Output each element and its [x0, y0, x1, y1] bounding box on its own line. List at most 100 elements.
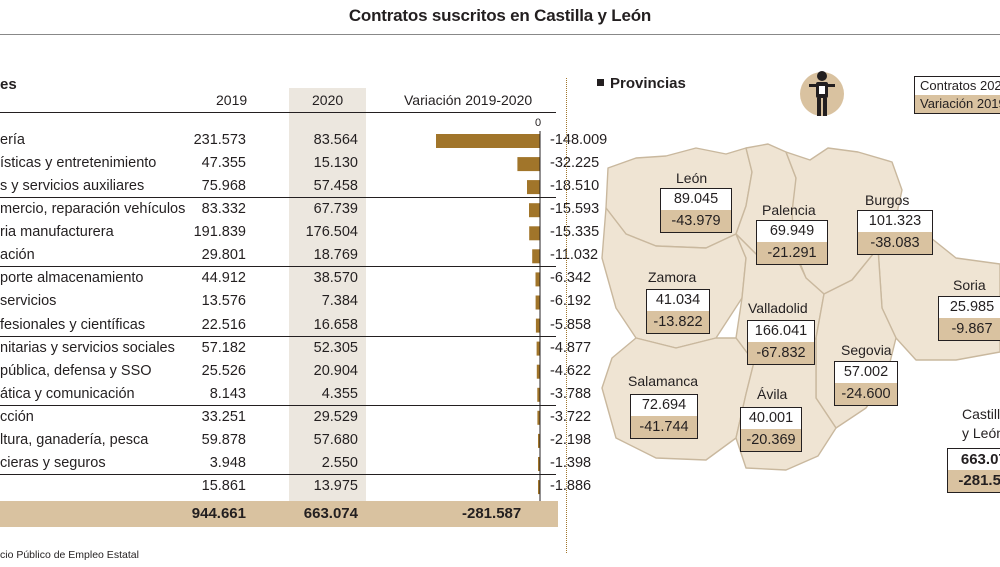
group-separator [0, 474, 556, 476]
province-variacion: -13.822 [647, 311, 709, 333]
province-box: 25.985 -9.867 [938, 296, 1000, 341]
variation-bar [536, 364, 540, 379]
province-box: 41.034 -13.822 [646, 289, 710, 334]
total-variation: -281.587 [462, 505, 522, 522]
region-variacion: -281.587 [948, 470, 1000, 492]
map-legend: Contratos 2020 Variación 2019-2020 [914, 76, 1000, 114]
province-box: 72.694 -41.744 [630, 394, 698, 439]
variation-bar [538, 433, 540, 448]
sector-label: fesionales y científicas [0, 316, 146, 333]
province-variacion: -43.979 [661, 210, 731, 232]
value-variation: -148.009 [550, 132, 608, 148]
variation-bar [535, 318, 540, 333]
table-row: cción 33.251 29.529 -3.722 [0, 406, 592, 429]
region-contratos: 663.074 [960, 451, 1000, 468]
province-variacion: -67.832 [748, 342, 814, 364]
value-2019: 83.332 [201, 201, 246, 218]
provinces-heading-text: Provincias [610, 75, 686, 92]
value-2019: 59.878 [201, 431, 246, 448]
table-row: pública, defensa y SSO 25.526 20.904 -4.622 [0, 360, 591, 383]
variation-bar [436, 134, 540, 148]
square-bullet-icon [597, 79, 604, 86]
table-row: mercio, reparación vehículos 83.332 67.739… [0, 198, 600, 221]
province-name: Palencia [762, 202, 816, 218]
variation-bar [517, 157, 540, 172]
header-2020: 2020 [312, 92, 344, 108]
value-variation: -15.335 [550, 224, 600, 241]
castilla-leon-map [601, 143, 1000, 471]
value-2019: 57.182 [201, 339, 246, 356]
value-2019: 29.801 [201, 247, 246, 264]
province-name: Salamanca [628, 373, 699, 389]
total-2019: 944.661 [191, 505, 246, 522]
sector-label: porte almacenamiento [0, 270, 144, 287]
variation-bar [538, 457, 540, 471]
table-row: ación 29.801 18.769 -11.032 [0, 244, 598, 267]
value-2020: 15.130 [313, 155, 358, 172]
value-2019: 15.861 [201, 478, 246, 495]
total-row: 944.661 663.074 -281.587 [0, 503, 560, 525]
group-separator [0, 266, 556, 268]
table-row: porte almacenamiento 44.912 38.570 -6.342 [0, 267, 591, 290]
value-variation: -15.593 [550, 201, 600, 218]
sector-label: ática y comunicación [0, 385, 135, 402]
variation-bar [529, 226, 540, 241]
province-contratos: 25.985 [949, 299, 995, 315]
value-2020: 18.769 [313, 247, 358, 264]
value-2019: 44.912 [201, 270, 246, 287]
province-name: Soria [953, 277, 986, 293]
group-separator [0, 335, 556, 337]
total-row-band [0, 501, 558, 527]
sector-label: ería [0, 132, 25, 148]
province-name: Ávila [757, 386, 788, 402]
variation-bar [529, 203, 540, 218]
value-variation: -18.510 [550, 178, 600, 195]
sector-label: ísticas y entretenimiento [0, 155, 157, 172]
sector-label: ria manufacturera [0, 224, 114, 241]
variation-bar [537, 410, 540, 425]
legend-variacion: Variación 2019-2020 [915, 95, 1000, 113]
value-variation: -3.722 [550, 408, 592, 425]
value-2020: 16.658 [313, 316, 358, 333]
province-name: Burgos [865, 192, 910, 208]
value-2020: 52.305 [313, 339, 358, 356]
variation-bar [536, 341, 540, 356]
value-2019: 25.526 [201, 362, 246, 379]
variation-bar [538, 480, 540, 495]
province-contratos: 101.323 [868, 213, 922, 229]
sector-label: pública, defensa y SSO [0, 362, 152, 379]
value-2019: 231.573 [193, 132, 246, 148]
province-box: 101.323 -38.083 [857, 210, 933, 255]
sector-label: servicios [0, 293, 57, 310]
sector-label: ación [0, 247, 35, 264]
value-variation: -4.877 [550, 339, 592, 356]
source-note: cio Público de Empleo Estatal [0, 549, 139, 561]
sector-label: cieras y seguros [0, 454, 106, 471]
header-variation: Variación 2019-2020 [404, 92, 533, 108]
value-2019: 191.839 [193, 224, 246, 241]
table-row: servicios 13.576 7.384 -6.192 [0, 290, 591, 313]
province-box: 89.045 -43.979 [660, 188, 732, 233]
value-2019: 8.143 [209, 385, 246, 402]
value-2020: 4.355 [321, 385, 358, 402]
province-variacion: -21.291 [757, 242, 827, 264]
province-variacion: -41.744 [631, 416, 697, 438]
province-box: 40.001 -20.369 [740, 407, 802, 452]
province-variacion: -9.867 [939, 318, 1000, 340]
value-2020: 57.458 [313, 178, 358, 195]
group-separator [0, 404, 556, 406]
value-variation: -32.225 [550, 155, 600, 172]
province-name: Segovia [841, 342, 892, 358]
title-rule [0, 34, 1000, 35]
table-row: cieras y seguros 3.948 2.550 -1.398 [0, 452, 592, 475]
value-2019: 13.576 [201, 293, 246, 310]
worker-icon [800, 71, 844, 116]
variation-bar [532, 249, 540, 264]
table-row: ísticas y entretenimiento 47.355 15.130 -32… [0, 152, 600, 175]
value-variation: -1.886 [550, 478, 592, 495]
value-2019: 75.968 [201, 178, 246, 195]
table-row: ria manufacturera 191.839 176.504 -15.335 [0, 221, 600, 244]
value-variation: -1.398 [550, 454, 592, 471]
value-2020: 57.680 [313, 431, 358, 448]
group-separator [0, 197, 556, 199]
